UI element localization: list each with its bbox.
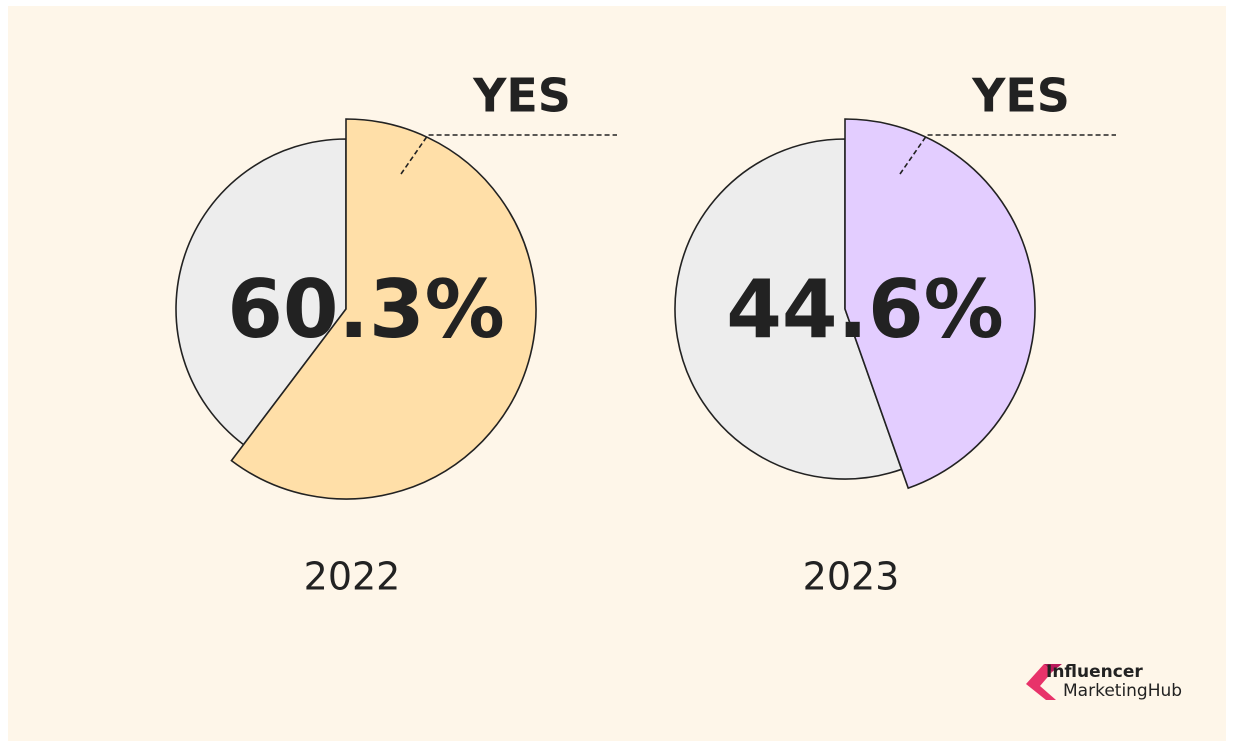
slice-label: YES (971, 69, 1070, 123)
pie-slice (230, 118, 537, 500)
logo-text: Influencer (1046, 662, 1143, 682)
pie-slice (175, 138, 347, 446)
pie-title: 2023 (803, 555, 900, 599)
value-label: 60.3% (227, 263, 505, 356)
logo-text: MarketingHub (1063, 681, 1182, 701)
logo: Influencer MarketingHub (1026, 662, 1182, 701)
logo-icon (1026, 664, 1056, 700)
pie-title: 2022 (304, 555, 401, 599)
logo-icon (1044, 664, 1062, 672)
pie-slice (844, 118, 1036, 490)
value-label: 44.6% (726, 263, 1004, 356)
slice-label: YES (472, 69, 571, 123)
